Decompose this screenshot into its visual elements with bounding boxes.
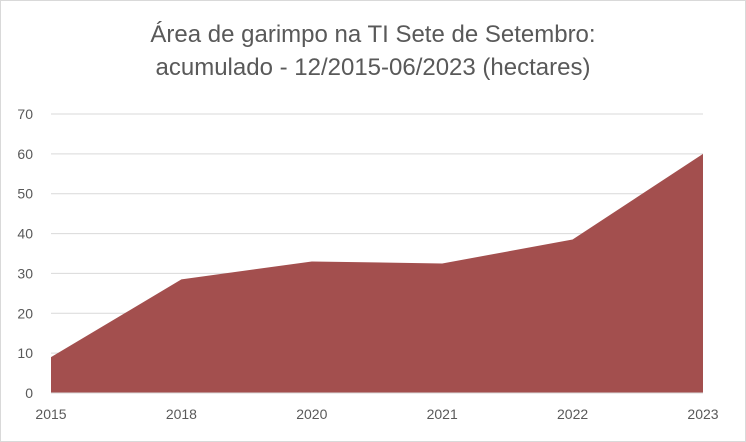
y-tick-label: 70: [17, 106, 33, 122]
y-tick-label: 30: [17, 265, 33, 281]
y-tick-label: 40: [17, 226, 33, 242]
area-series: [50, 153, 704, 393]
y-tick-label: 60: [17, 146, 33, 162]
y-tick-label: 10: [17, 345, 33, 361]
x-axis: 2015 2018 2020 2021 2022 2023: [35, 392, 719, 422]
x-tick-label: 2021: [427, 406, 458, 422]
y-tick-label: 0: [25, 385, 33, 401]
y-axis: 0 10 20 30 40 50 60 70: [17, 106, 33, 401]
x-tick-label: 2023: [687, 406, 718, 422]
y-tick-label: 20: [17, 305, 33, 321]
x-tick-label: 2018: [166, 406, 197, 422]
x-tick-label: 2015: [35, 406, 66, 422]
x-tick-label: 2020: [296, 406, 327, 422]
chart-title-line-1: Área de garimpo na TI Sete de Setembro:: [150, 21, 596, 48]
y-tick-label: 50: [17, 186, 33, 202]
area-fill: [51, 153, 703, 393]
chart-title-line-2: acumulado - 12/2015-06/2023 (hectares): [155, 54, 591, 81]
chart-title: Área de garimpo na TI Sete de Setembro: …: [0, 18, 746, 84]
x-tick-label: 2022: [557, 406, 588, 422]
